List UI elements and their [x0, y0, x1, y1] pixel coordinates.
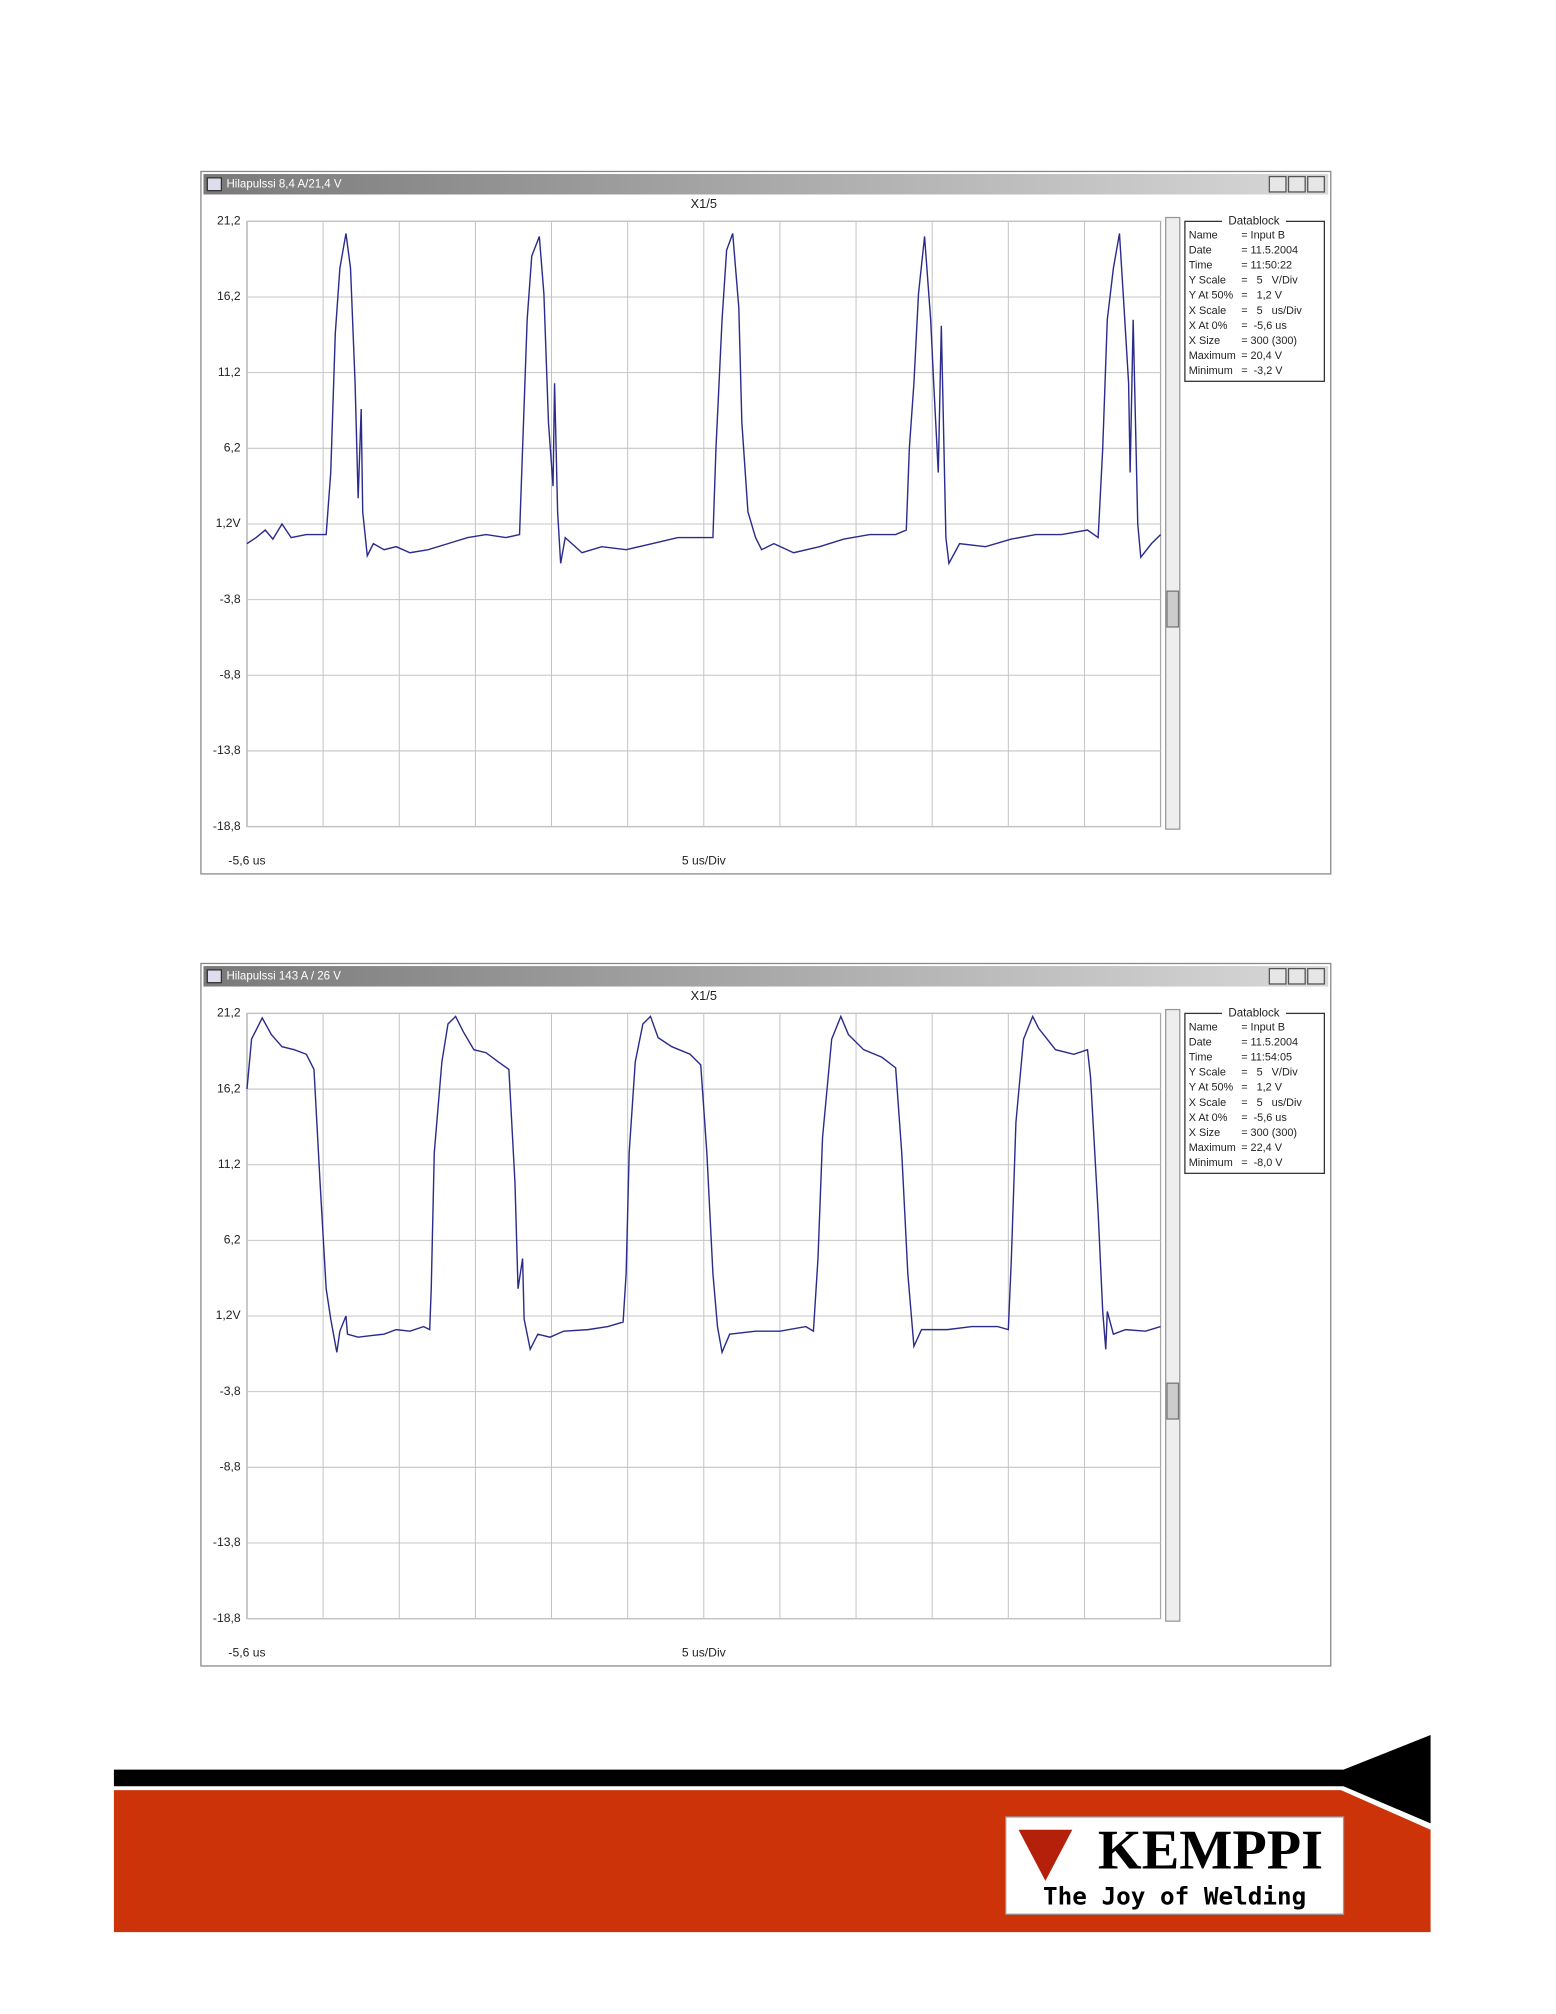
- window-button-min[interactable]: [1268, 175, 1287, 193]
- datablock-value: = -5,6 us: [1241, 320, 1287, 332]
- datablock-key: Date: [1189, 1036, 1212, 1048]
- y-tick-label: -3,8: [220, 1384, 241, 1398]
- y-tick-label: 11,2: [218, 1157, 241, 1171]
- window-title: Hilapulssi 143 A / 26 V: [227, 970, 342, 982]
- datablock-key: X Scale: [1189, 305, 1226, 317]
- title-bar: [203, 174, 1329, 195]
- y-tick-label: 1,2V: [216, 516, 242, 530]
- datablock-value: = 1,2 V: [1241, 1082, 1283, 1094]
- datablock-key: Time: [1189, 260, 1213, 272]
- y-tick-label: -13,8: [213, 1535, 241, 1549]
- y-tick-label: 21,2: [217, 214, 241, 228]
- datablock-key: Y Scale: [1189, 1067, 1226, 1079]
- datablock-value: = -3,2 V: [1241, 365, 1283, 377]
- datablock-key: Date: [1189, 244, 1212, 256]
- title-bar: [203, 966, 1329, 987]
- y-tick-label: 16,2: [217, 289, 241, 303]
- datablock-key: Maximum: [1189, 1142, 1236, 1154]
- y-tick-label: -18,8: [213, 819, 241, 833]
- y-tick-label: -18,8: [213, 1611, 241, 1625]
- chart-title: X1/5: [691, 988, 717, 1003]
- x-axis-label: 5 us/Div: [682, 853, 727, 867]
- datablock-value: = 11.5.2004: [1241, 244, 1298, 256]
- datablock-value: = 5 us/Div: [1241, 305, 1302, 317]
- datablock-key: X Size: [1189, 335, 1220, 347]
- datablock-key: Name: [1189, 229, 1218, 241]
- datablock-key: Name: [1189, 1021, 1218, 1033]
- datablock-value: = 11:54:05: [1241, 1052, 1292, 1064]
- datablock-box: [1184, 1012, 1326, 1174]
- datablock-value: = 11:50:22: [1241, 260, 1292, 272]
- x-start-label: -5,6 us: [228, 1645, 265, 1659]
- app-icon: [206, 969, 223, 984]
- datablock-key: Minimum: [1189, 365, 1233, 377]
- window-title: Hilapulssi 8,4 A/21,4 V: [227, 178, 342, 190]
- brand: KEMPPI: [1098, 1819, 1323, 1881]
- datablock-value: = 1,2 V: [1241, 290, 1283, 302]
- datablock-title-bg: [1222, 1007, 1286, 1020]
- window-button-max[interactable]: [1287, 175, 1306, 193]
- signal-line: [246, 1014, 1161, 1355]
- datablock-title-bg: [1222, 214, 1286, 228]
- tagline: The Joy of Welding: [1043, 1882, 1306, 1911]
- datablock-value: = -8,0 V: [1241, 1157, 1283, 1169]
- window-button-max[interactable]: [1287, 967, 1306, 985]
- datablock-key: Maximum: [1189, 350, 1236, 362]
- datablock-value: = -5,6 us: [1241, 1112, 1287, 1124]
- footer-band: [113, 1735, 1431, 1824]
- chart-title: X1/5: [691, 196, 717, 211]
- datablock-box: [1184, 220, 1326, 382]
- signal-line: [246, 233, 1162, 566]
- scrollbar[interactable]: [1165, 1008, 1181, 1622]
- datablock-key: X Scale: [1189, 1097, 1226, 1109]
- datablock-value: = 20,4 V: [1241, 350, 1283, 362]
- datablock-value: = 11.5.2004: [1241, 1036, 1298, 1048]
- y-tick-label: -3,8: [220, 592, 241, 606]
- y-tick-label: 6,2: [224, 1233, 241, 1247]
- y-tick-label: 11,2: [218, 365, 241, 379]
- y-tick-label: 6,2: [224, 441, 241, 455]
- datablock-value: = 5 V/Div: [1241, 275, 1298, 287]
- window-button-close[interactable]: [1307, 967, 1326, 985]
- scroll-thumb[interactable]: [1166, 1382, 1180, 1420]
- y-tick-label: -13,8: [213, 743, 241, 757]
- datablock-title: Datablock: [1228, 1007, 1279, 1019]
- x-start-label: -5,6 us: [228, 853, 265, 867]
- y-tick-label: -8,8: [220, 1460, 241, 1474]
- datablock-value: = 22,4 V: [1241, 1142, 1283, 1154]
- datablock-key: X Size: [1189, 1127, 1220, 1139]
- datablock-key: X At 0%: [1189, 1112, 1228, 1124]
- datablock-value: = 300 (300): [1241, 1127, 1297, 1139]
- datablock-key: Time: [1189, 1052, 1213, 1064]
- datablock-value: = Input B: [1241, 229, 1285, 241]
- y-tick-label: -8,8: [220, 667, 241, 681]
- datablock-key: Minimum: [1189, 1157, 1233, 1169]
- y-tick-label: 1,2V: [216, 1308, 242, 1322]
- window-button-close[interactable]: [1307, 175, 1326, 193]
- datablock-value: = 300 (300): [1241, 335, 1297, 347]
- scroll-thumb[interactable]: [1166, 590, 1180, 628]
- datablock-key: Y At 50%: [1189, 290, 1234, 302]
- window-button-min[interactable]: [1268, 967, 1287, 985]
- datablock-value: = 5 us/Div: [1241, 1097, 1302, 1109]
- datablock-key: X At 0%: [1189, 320, 1228, 332]
- datablock-title: Datablock: [1228, 215, 1279, 227]
- app-icon: [206, 177, 223, 192]
- y-tick-label: 21,2: [217, 1006, 241, 1020]
- x-axis-label: 5 us/Div: [682, 1645, 727, 1659]
- datablock-value: = 5 V/Div: [1241, 1067, 1298, 1079]
- y-tick-label: 16,2: [217, 1081, 241, 1095]
- datablock-key: Y At 50%: [1189, 1082, 1234, 1094]
- datablock-key: Y Scale: [1189, 275, 1226, 287]
- scrollbar[interactable]: [1165, 216, 1181, 830]
- logo-emblem: [1018, 1829, 1073, 1881]
- datablock-value: = Input B: [1241, 1021, 1285, 1033]
